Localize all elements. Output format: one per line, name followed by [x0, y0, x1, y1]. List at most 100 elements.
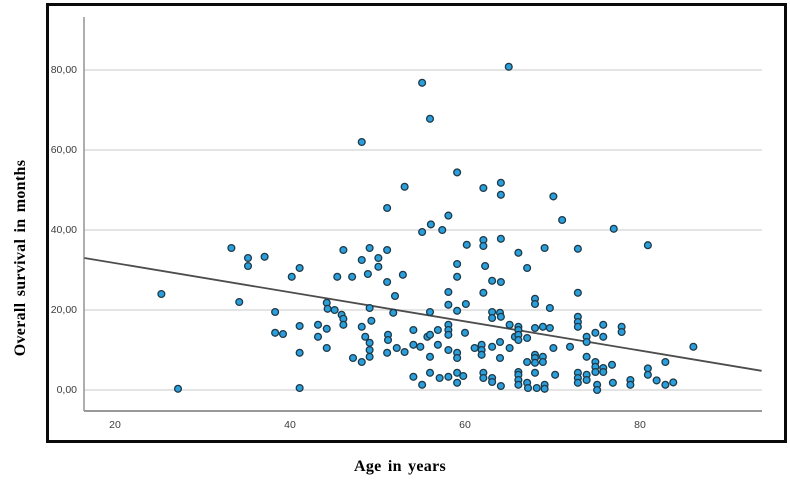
data-point — [591, 367, 600, 377]
data-point — [367, 316, 376, 325]
data-point — [540, 243, 549, 253]
data-point — [479, 288, 488, 297]
data-point — [453, 353, 462, 363]
data-point — [295, 263, 304, 273]
data-point — [383, 348, 392, 357]
data-point — [496, 178, 505, 187]
data-point — [626, 380, 635, 389]
data-point — [365, 345, 374, 355]
data-point — [488, 342, 497, 351]
data-point — [689, 342, 698, 351]
data-point — [392, 343, 401, 353]
data-point — [551, 370, 560, 379]
data-point — [418, 380, 427, 389]
data-point — [363, 269, 372, 279]
x-tick-label: 40 — [284, 419, 296, 431]
data-point — [365, 338, 374, 347]
data-point — [538, 322, 547, 331]
data-point — [453, 306, 462, 315]
data-point — [573, 378, 582, 387]
data-point — [374, 262, 383, 271]
data-point — [558, 215, 567, 225]
data-point — [339, 245, 348, 255]
data-point — [390, 291, 400, 301]
data-point — [173, 384, 183, 393]
data-point — [425, 352, 435, 361]
data-point — [383, 277, 392, 287]
data-point — [495, 337, 505, 347]
data-point — [496, 234, 505, 243]
data-point — [599, 367, 608, 377]
data-point — [643, 370, 652, 379]
data-point — [479, 373, 488, 383]
data-point — [365, 303, 374, 313]
data-point — [599, 332, 608, 341]
data-point — [383, 203, 392, 213]
data-point — [438, 225, 447, 235]
data-point — [323, 304, 332, 313]
data-point — [453, 168, 462, 177]
y-tick-label: 60,00 — [50, 144, 77, 156]
data-point — [460, 328, 470, 337]
data-point — [374, 253, 383, 263]
data-point — [514, 248, 523, 257]
data-point — [496, 381, 505, 391]
data-point — [523, 263, 532, 273]
data-point — [643, 241, 652, 250]
data-point — [348, 272, 357, 281]
data-point — [398, 270, 407, 279]
data-point — [333, 272, 342, 281]
data-point — [330, 305, 339, 315]
data-point — [530, 368, 540, 377]
data-point — [322, 343, 331, 353]
data-point — [365, 243, 374, 253]
data-point — [157, 289, 166, 299]
data-point — [523, 333, 532, 343]
data-point — [661, 357, 670, 367]
data-point — [496, 190, 505, 199]
data-point — [573, 288, 582, 297]
data-point — [348, 353, 358, 363]
data-point — [435, 373, 444, 383]
data-point — [459, 371, 468, 381]
data-point — [495, 353, 505, 363]
data-point — [504, 62, 513, 71]
data-point — [361, 332, 370, 341]
data-point — [433, 340, 442, 349]
data-point — [652, 376, 661, 385]
data-point — [357, 322, 366, 331]
data-point — [608, 378, 617, 387]
data-point — [669, 378, 678, 387]
data-point — [365, 352, 374, 361]
data-point — [409, 340, 418, 349]
data-point — [295, 383, 304, 393]
data-point — [235, 297, 244, 307]
data-point — [599, 320, 608, 329]
data-point — [661, 380, 670, 389]
data-point — [260, 252, 269, 261]
data-point — [357, 255, 366, 265]
x-tick-label: 20 — [109, 419, 121, 431]
data-point — [496, 312, 505, 321]
data-point — [461, 299, 470, 309]
data-point — [481, 261, 490, 271]
data-point — [488, 377, 497, 387]
data-point — [389, 308, 398, 317]
data-point — [426, 220, 435, 229]
data-point — [523, 357, 532, 367]
data-point — [479, 241, 488, 251]
data-point — [357, 357, 366, 367]
data-point — [477, 350, 486, 359]
data-point — [339, 320, 348, 329]
data-point — [545, 323, 554, 333]
data-point — [496, 277, 505, 287]
y-axis-title: Overall survival in months — [12, 159, 29, 357]
data-point — [530, 358, 540, 367]
data-point — [591, 328, 600, 337]
data-point — [416, 342, 425, 351]
data-point — [418, 227, 427, 237]
data-point — [383, 335, 393, 345]
data-point — [488, 313, 497, 323]
data-point — [470, 343, 479, 353]
